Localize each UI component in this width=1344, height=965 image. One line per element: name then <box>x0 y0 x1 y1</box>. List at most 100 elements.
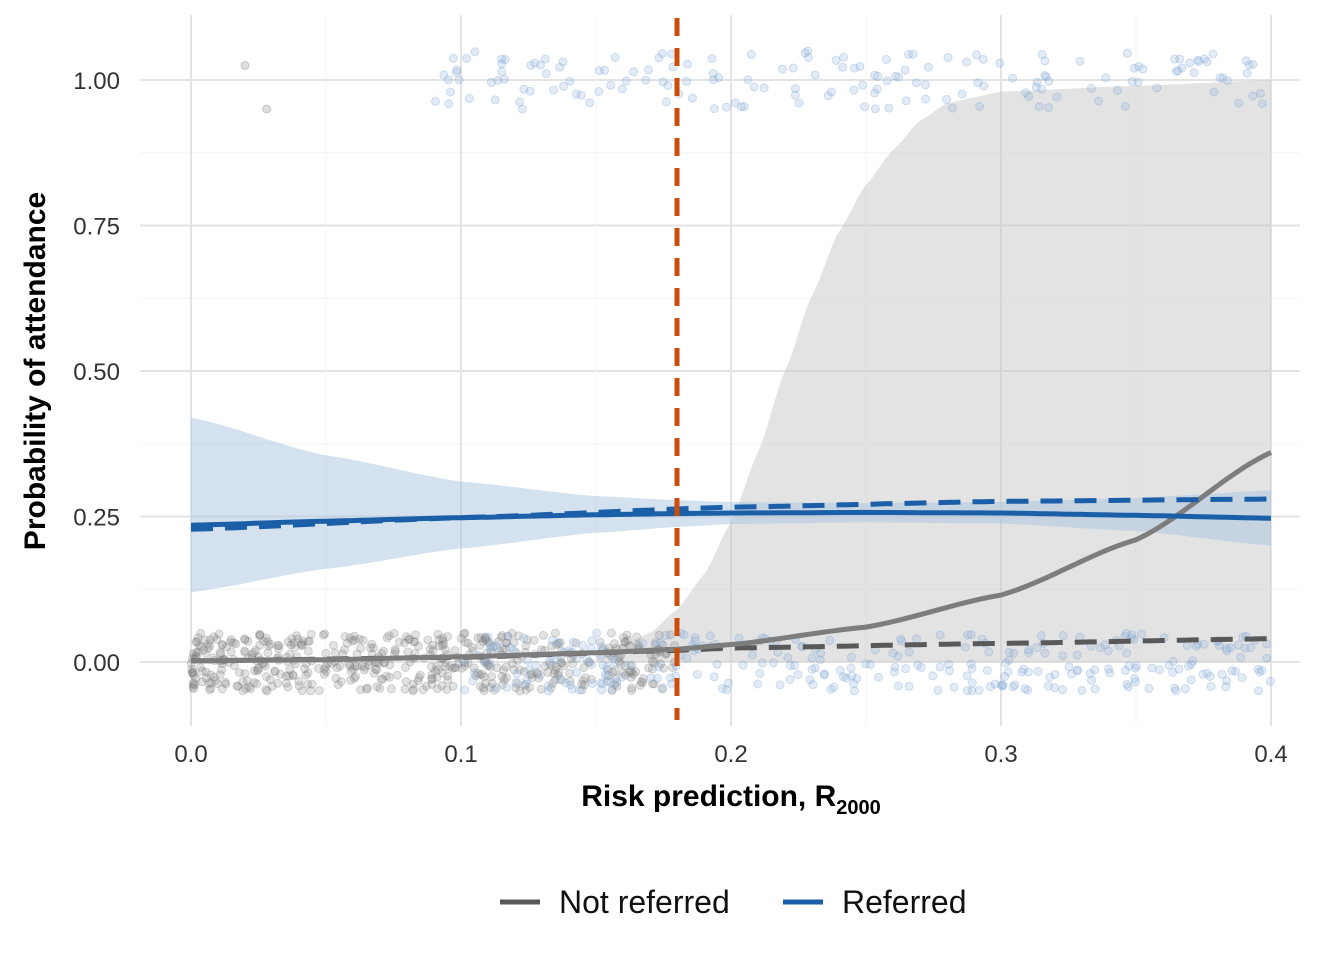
point-not-referred <box>303 679 313 689</box>
point-not-referred <box>519 666 529 676</box>
point-not-referred <box>251 646 261 655</box>
point-referred <box>911 78 921 88</box>
point-referred <box>874 672 883 682</box>
point-not-referred <box>333 680 343 690</box>
point-not-referred <box>547 641 557 651</box>
point-referred <box>1262 639 1272 649</box>
point-not-referred <box>217 665 227 675</box>
point-referred <box>805 675 815 685</box>
point-referred <box>860 102 870 112</box>
point-referred <box>891 71 901 81</box>
point-referred <box>499 74 509 84</box>
point-referred <box>1255 89 1265 98</box>
point-referred <box>1021 88 1031 98</box>
point-referred <box>1200 54 1209 64</box>
point-not-referred <box>294 677 304 686</box>
point-not-referred <box>356 643 366 653</box>
point-referred <box>1134 62 1144 71</box>
point-not-referred <box>292 631 302 641</box>
point-referred <box>1218 73 1228 83</box>
point-referred <box>778 64 787 74</box>
point-referred <box>1072 666 1082 676</box>
point-not-referred <box>351 672 361 681</box>
point-not-referred <box>439 639 449 649</box>
point-referred <box>1255 667 1265 677</box>
point-not-referred <box>608 667 618 677</box>
point-referred <box>908 49 918 59</box>
point-not-referred <box>471 671 481 681</box>
point-referred <box>1209 87 1219 97</box>
point-referred <box>1003 667 1013 677</box>
point-referred <box>1242 68 1252 78</box>
point-not-referred <box>612 681 622 691</box>
point-not-referred <box>476 633 486 643</box>
point-not-referred <box>241 684 251 694</box>
point-referred <box>492 643 502 652</box>
point-referred <box>443 75 453 85</box>
point-not-referred <box>404 635 413 644</box>
point-not-referred <box>250 666 259 676</box>
point-not-referred <box>378 675 387 684</box>
point-not-referred <box>253 666 263 676</box>
point-referred <box>522 675 531 685</box>
point-not-referred <box>255 631 265 641</box>
point-not-referred <box>255 630 265 640</box>
point-not-referred <box>205 641 215 651</box>
point-referred <box>1004 647 1014 657</box>
point-referred <box>462 53 471 63</box>
point-not-referred <box>448 681 458 691</box>
point-referred <box>831 56 841 65</box>
point-not-referred <box>460 661 470 671</box>
point-referred <box>515 97 525 107</box>
point-referred <box>612 677 622 687</box>
point-referred <box>1233 640 1243 650</box>
point-not-referred <box>432 673 442 682</box>
point-referred <box>904 49 913 59</box>
point-referred <box>548 635 557 645</box>
point-referred <box>1085 669 1095 679</box>
point-referred <box>561 678 571 688</box>
point-referred <box>920 80 930 90</box>
point-not-referred <box>405 634 414 644</box>
point-referred <box>957 89 967 99</box>
point-not-referred <box>340 645 349 655</box>
point-referred <box>610 52 620 62</box>
point-referred <box>654 662 663 672</box>
point-referred <box>978 54 988 64</box>
point-not-referred <box>345 661 355 671</box>
point-referred <box>928 671 938 681</box>
point-not-referred <box>497 631 507 640</box>
point-referred <box>502 682 512 692</box>
point-not-referred <box>345 633 355 643</box>
point-referred <box>497 67 507 77</box>
point-referred <box>1124 661 1134 671</box>
point-referred <box>661 97 671 107</box>
point-not-referred <box>193 633 203 643</box>
point-referred <box>656 638 666 648</box>
point-not-referred <box>320 629 330 639</box>
point-referred <box>607 684 617 694</box>
point-referred <box>1248 91 1258 101</box>
point-referred <box>1034 102 1044 112</box>
point-referred <box>1032 77 1042 87</box>
point-referred <box>1236 652 1246 662</box>
point-referred <box>1248 59 1258 69</box>
point-not-referred <box>225 637 235 647</box>
point-referred <box>916 663 926 672</box>
point-not-referred <box>580 673 590 683</box>
point-referred <box>850 686 859 696</box>
point-not-referred <box>255 640 265 650</box>
point-not-referred <box>425 644 435 654</box>
point-referred <box>889 667 899 677</box>
point-referred <box>629 67 639 77</box>
point-not-referred <box>556 658 566 668</box>
point-referred <box>1120 101 1130 111</box>
point-referred <box>1253 664 1263 674</box>
point-referred <box>1222 646 1232 656</box>
point-not-referred <box>281 678 291 688</box>
point-referred <box>768 658 778 668</box>
point-not-referred <box>408 686 418 696</box>
x-axis-ticks: 0.0 0.1 0.2 0.3 0.4 <box>174 741 1287 768</box>
point-not-referred <box>534 673 544 683</box>
